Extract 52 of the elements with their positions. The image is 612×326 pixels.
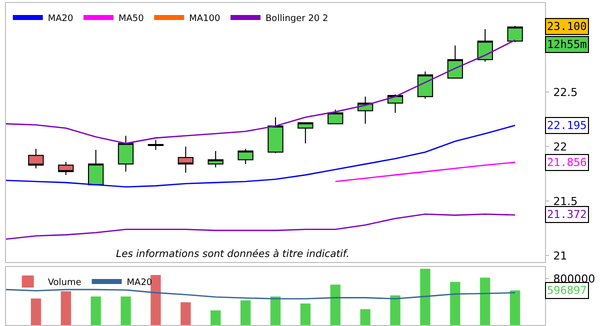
y-tick-label: 22.5 <box>553 86 578 100</box>
candlestick <box>148 140 164 150</box>
candlestick <box>417 71 434 100</box>
bar <box>390 295 400 325</box>
bar <box>240 300 251 325</box>
annotation: 22.195 <box>547 119 587 132</box>
line-series <box>6 213 516 240</box>
bar <box>210 310 221 325</box>
candlestick <box>268 116 284 154</box>
annotation: 596897 <box>547 284 587 297</box>
bar <box>480 278 490 325</box>
annotation: Les informations sont données à titre indicatif. <box>116 249 350 260</box>
bar <box>450 282 460 325</box>
legend-label: MA20 <box>48 14 74 24</box>
candlestick <box>328 109 344 124</box>
legend-label: MA100 <box>189 14 221 24</box>
y-tick-label: 21.5 <box>553 194 578 208</box>
bar <box>420 268 430 325</box>
bar <box>270 296 281 325</box>
line-series <box>334 162 516 182</box>
bar <box>510 290 520 325</box>
candlestick <box>238 148 254 165</box>
legend-label: Volume <box>48 278 82 288</box>
bar <box>360 309 370 325</box>
text: 12h55m <box>547 38 588 51</box>
candlestick <box>507 25 523 43</box>
legend-label: Bollinger 20 2 <box>266 14 328 24</box>
line-series <box>6 124 516 188</box>
bar <box>180 302 191 325</box>
annotation: 21.856 <box>547 156 587 169</box>
candlestick <box>118 135 134 172</box>
y-tick-label: 22 <box>553 140 568 154</box>
candlestick <box>178 146 194 174</box>
bar <box>120 296 131 325</box>
candlestick <box>28 148 44 169</box>
bar <box>150 275 161 325</box>
candlestick <box>208 150 224 168</box>
bar <box>330 284 340 325</box>
candlestick <box>447 44 463 79</box>
bar <box>90 296 101 325</box>
y-tick-label: 21 <box>553 249 568 262</box>
bar <box>60 291 71 325</box>
legend-label: MA50 <box>118 14 144 24</box>
bar <box>300 303 311 325</box>
annotation: 21.372 <box>547 208 587 221</box>
bar <box>30 298 42 325</box>
line-series <box>6 39 516 144</box>
candlestick <box>477 28 493 62</box>
candlestick <box>298 122 314 144</box>
candlestick <box>88 149 104 186</box>
annotation: 23.100 <box>547 20 587 33</box>
candlestick <box>58 161 74 176</box>
